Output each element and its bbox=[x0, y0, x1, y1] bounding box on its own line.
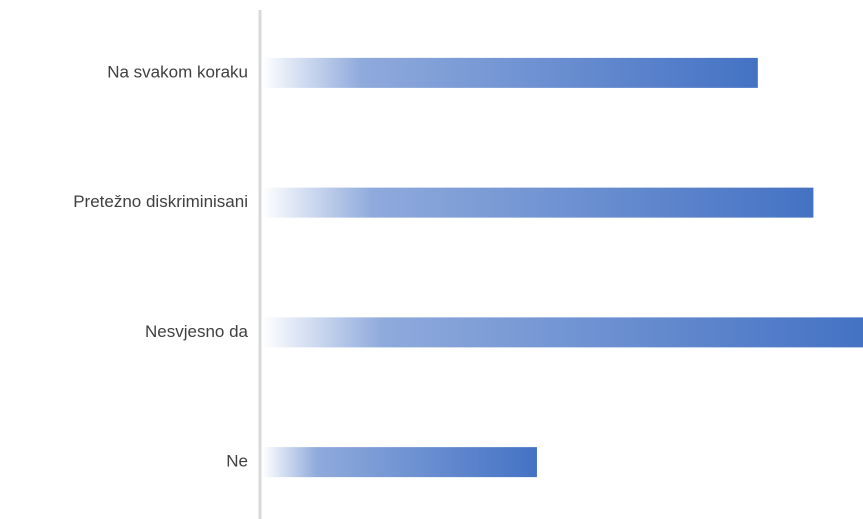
y-tick-label: Ne bbox=[226, 452, 248, 471]
bar bbox=[262, 187, 814, 218]
y-tick-label: Nesvjesno da bbox=[145, 322, 249, 341]
y-tick-label: Na svakom koraku bbox=[107, 62, 248, 81]
bar bbox=[262, 57, 758, 88]
bar bbox=[262, 317, 863, 348]
y-tick-label: Pretežno diskriminisani bbox=[73, 192, 248, 211]
bar bbox=[262, 447, 537, 478]
